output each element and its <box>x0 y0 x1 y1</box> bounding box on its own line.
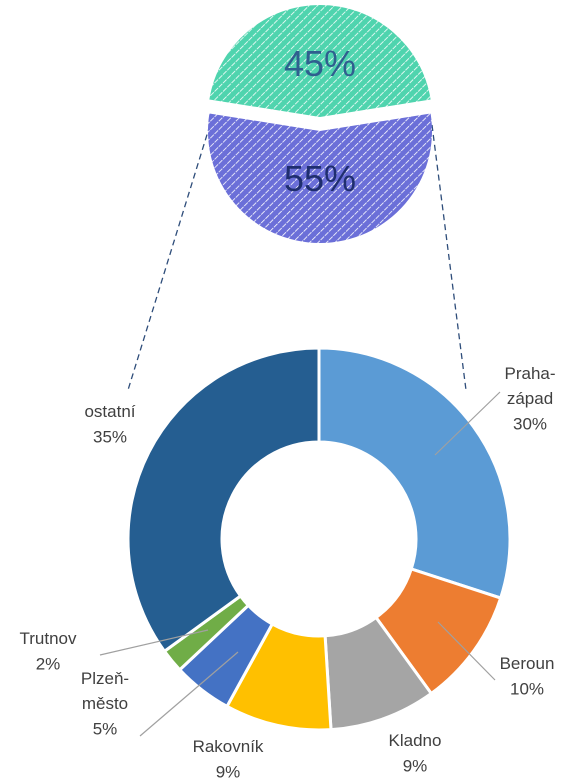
pie-slice <box>208 113 432 243</box>
value-label: 9% <box>403 756 428 775</box>
value-label: 35% <box>93 427 127 446</box>
value-label: 30% <box>513 414 547 433</box>
pie-slice <box>209 4 431 118</box>
value-label: 2% <box>36 654 61 673</box>
connector-line <box>127 124 211 391</box>
leader-line <box>434 391 501 456</box>
value-label: 9% <box>216 762 241 781</box>
leader-line <box>99 629 209 656</box>
value-label: 10% <box>510 679 544 698</box>
category-label: ostatní <box>84 402 135 421</box>
category-label: Rakovník <box>193 737 264 756</box>
value-label: 5% <box>93 719 118 738</box>
donut-segment <box>317 346 512 600</box>
category-label: Beroun <box>500 654 555 673</box>
category-label: Plzeň-město <box>81 669 129 713</box>
slice-label: 55% <box>284 158 356 199</box>
category-label: Praha-západ <box>504 364 555 408</box>
leader-line <box>437 621 496 681</box>
slice-label: 45% <box>284 43 356 84</box>
category-label: Trutnov <box>19 629 77 648</box>
leader-line <box>139 651 239 737</box>
connector-line <box>431 124 467 391</box>
category-label: Kladno <box>389 731 442 750</box>
donut-segment <box>126 346 321 654</box>
